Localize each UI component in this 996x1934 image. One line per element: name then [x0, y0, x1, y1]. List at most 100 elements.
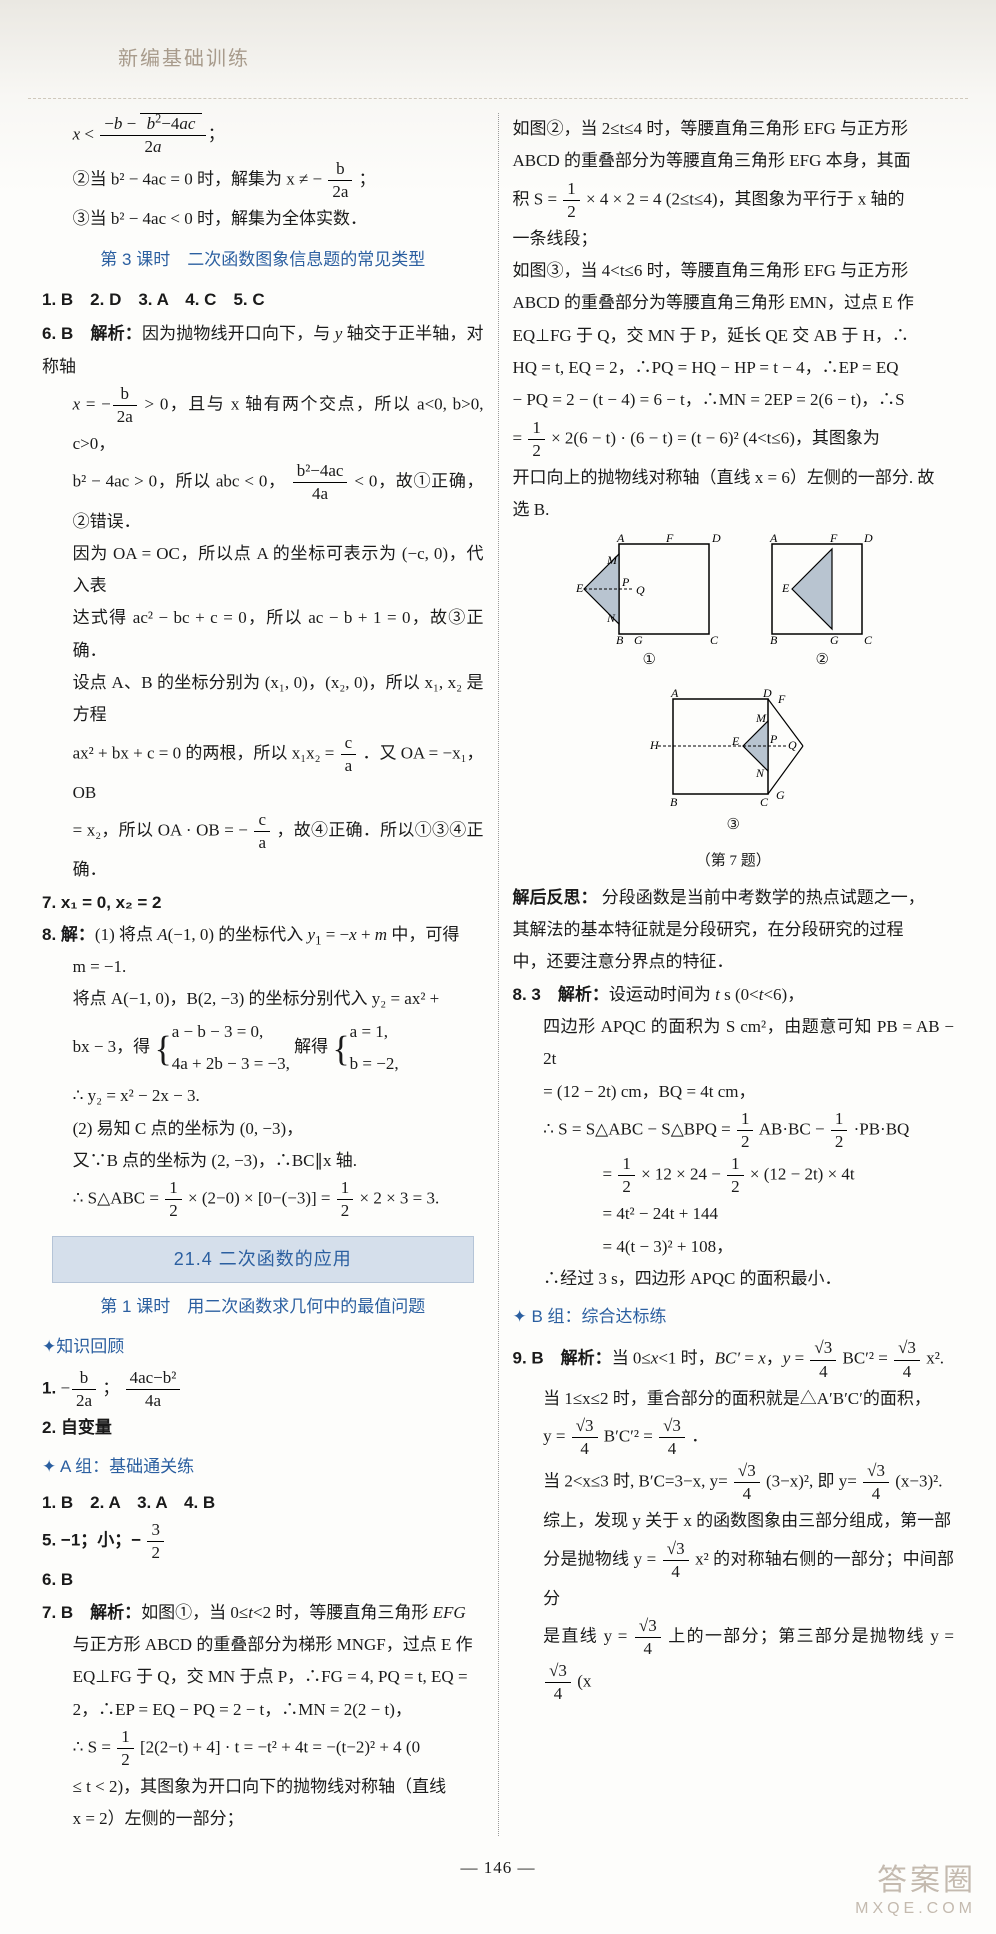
text: ·PB·BQ [854, 1119, 910, 1138]
frac-num: b [328, 158, 352, 181]
frac-den: 4 [659, 1438, 685, 1460]
line: 中，还要注意分界点的特征． [513, 946, 955, 978]
svg-text:F: F [665, 534, 674, 545]
svg-text:B: B [616, 633, 624, 644]
text: [2(2−t) + 4] · t = −t² + 4t = −(t−2)² + … [140, 1737, 420, 1756]
group-review: ✦知识回顾 [42, 1331, 484, 1363]
frac-num: 1 [831, 1108, 848, 1131]
line: x = −b2a > 0，且与 x 轴有两个交点，所以 a<0, b>0, c>… [42, 383, 484, 460]
line: = 12 × 2(6 − t) · (6 − t) = (t − 6)² (4<… [513, 417, 955, 462]
group-b: ✦ B 组：综合达标练 [513, 1301, 955, 1333]
line: 达式得 ac² − bc + c = 0，所以 ac − b + 1 = 0，故… [42, 602, 484, 667]
frac-den: 4a [293, 483, 348, 505]
line: 当 1≤x≤2 时，重合部分的面积就是△A′B′C′的面积， [513, 1383, 955, 1415]
text: ②当 b² − 4ac = 0 时，解集为 x ≠ − [73, 170, 323, 189]
frac-den: 4 [635, 1638, 661, 1660]
frac-num: √3 [659, 1415, 685, 1438]
line: = 4(t − 3)² + 108， [513, 1231, 955, 1263]
line: 其解法的基本特征就是分段研究，在分段研究的过程 [513, 914, 955, 946]
text: (x−3)². [895, 1472, 942, 1491]
frac-den: a [341, 755, 357, 777]
svg-text:M: M [606, 553, 618, 567]
eq: a = 1, [350, 1016, 399, 1048]
q6: 6. B 解析：因为抛物线开口向下，与 y 轴交于正半轴，对称轴 [42, 318, 484, 383]
line: − PQ = 2 − (t − 4) = 6 − t，∴MN = 2EP = 2… [513, 384, 955, 416]
frac-num: b [113, 383, 137, 406]
frac-num: c [254, 809, 270, 832]
line: m = −1. [42, 951, 484, 983]
text: 上的一部分；第三部分是抛物线 y = [668, 1627, 954, 1646]
line: 当 2<x≤3 时, B′C=3−x, y= √34 (3−x)², 即 y= … [513, 1460, 955, 1505]
svg-text:Q: Q [636, 583, 645, 597]
svg-text:G: G [830, 633, 839, 644]
text: × 2 × 3 = 3. [359, 1189, 439, 1208]
r2: 2. 自变量 [42, 1412, 484, 1444]
q7: 7. x₁ = 0, x₂ = 2 [42, 887, 484, 919]
frac-den: 2 [117, 1749, 134, 1771]
line: b² − 4ac > 0，所以 abc < 0， b²−4ac4a < 0，故①… [42, 460, 484, 537]
frac-den: 2 [147, 1542, 164, 1564]
frac-den: 2 [831, 1131, 848, 1153]
svg-text:D: D [863, 534, 873, 545]
frac-num: √3 [572, 1415, 598, 1438]
svg-text:N: N [606, 611, 616, 625]
frac-num: √3 [734, 1460, 760, 1483]
page: 新编基础训练 x < −b − b2−4ac 2a； ②当 b² − 4ac =… [0, 0, 996, 1934]
frac-den: 4 [545, 1683, 571, 1705]
line: ③当 b² − 4ac < 0 时，解集为全体实数． [42, 203, 484, 235]
watermark: 答案圈 MXQE.COM [855, 1863, 976, 1918]
line: 综上，发现 y 关于 x 的函数图象由三部分组成，第一部 [513, 1505, 955, 1537]
svg-text:E: E [731, 734, 740, 748]
frac-num: 1 [528, 417, 545, 440]
text: bx − 3，得 [73, 1037, 151, 1056]
text: ∴ S = S△ABC − S△BPQ = [543, 1119, 731, 1138]
line: x = 2）左侧的一部分； [42, 1803, 484, 1835]
ga6: 6. B [42, 1564, 484, 1596]
line: 如图②，当 2≤t≤4 时，等腰直角三角形 EFG 与正方形 [513, 113, 955, 145]
line: bx − 3，得 { a − b − 3 = 0, 4a + 2b − 3 = … [42, 1016, 484, 1081]
frac-den: 2 [563, 201, 580, 223]
text: × (12 − 2t) × 4t [750, 1165, 855, 1184]
figure-2: A F D E B G C ② [752, 534, 892, 681]
line: = (12 − 2t) cm，BQ = 4t cm， [513, 1076, 955, 1108]
figure-1: A F D M E P Q N B G C ① [574, 534, 724, 681]
line: ∴经过 3 s，四边形 APQC 的面积最小． [513, 1263, 955, 1295]
watermark-main: 答案圈 [877, 1864, 976, 1897]
line: EQ⊥FG 于 Q，交 MN 于 P，延长 QE 交 AB 于 H，∴ [513, 320, 955, 352]
frac-den: 4 [734, 1483, 760, 1505]
text: × 2(6 − t) · (6 − t) = (t − 6)² (4<t≤6)，… [551, 428, 880, 447]
line: 积 S = 12 × 4 × 2 = 4 (2≤t≤4)，其图象为平行于 x 轴… [513, 178, 955, 223]
frac-num: 1 [737, 1108, 754, 1131]
svg-text:G: G [634, 633, 643, 644]
frac-den: 2a [113, 406, 137, 428]
text: 是直线 y = [543, 1627, 627, 1646]
svg-text:F: F [777, 692, 786, 706]
text: 分段函数是当前中考数学的热点试题之一， [602, 888, 925, 907]
frac-den: 2 [727, 1176, 744, 1198]
frac-num: √3 [894, 1337, 920, 1360]
frac-num: 3 [147, 1519, 164, 1542]
frac-num: 1 [117, 1726, 134, 1749]
frac-den: 2 [618, 1176, 635, 1198]
svg-text:C: C [760, 795, 769, 809]
right-column: 如图②，当 2≤t≤4 时，等腰直角三角形 EFG 与正方形 ABCD 的重叠部… [499, 113, 969, 1836]
text: y = [543, 1426, 565, 1445]
figure-row-1: A F D M E P Q N B G C ① [513, 534, 955, 681]
frac-den: 4 [863, 1483, 889, 1505]
text: × 12 × 24 − [641, 1165, 721, 1184]
svg-text:H: H [649, 738, 660, 752]
text: ax² + bx + c = 0 的两根，所以 x₁x₂ = [73, 743, 335, 762]
svg-text:P: P [769, 732, 778, 746]
svg-text:B: B [670, 795, 678, 809]
text: b² − 4ac > 0，所以 abc < 0， [73, 472, 286, 491]
q8: 8. 3 解析：设运动时间为 t s (0<t<6)， [513, 979, 955, 1011]
line: 2，∴EP = EQ − PQ = 2 − t，∴MN = 2(2 − t)， [42, 1694, 484, 1726]
line: ∴ S△ABC = 12 × (2−0) × [0−(−3)] = 12 × 2… [42, 1177, 484, 1222]
figure-row-2: A D F M H E P Q N B C G ③ [513, 689, 955, 846]
subsection-heading: 第 3 课时 二次函数图象信息题的常见类型 [42, 244, 484, 276]
frac-den: 2 [337, 1200, 354, 1222]
frac-num: c [341, 732, 357, 755]
line: ABCD 的重叠部分为等腰直角三角形 EMN，过点 E 作 [513, 287, 955, 319]
line: 将点 A(−1, 0)，B(2, −3) 的坐标分别代入 y₂ = ax² + [42, 983, 484, 1015]
text: = [513, 428, 523, 447]
